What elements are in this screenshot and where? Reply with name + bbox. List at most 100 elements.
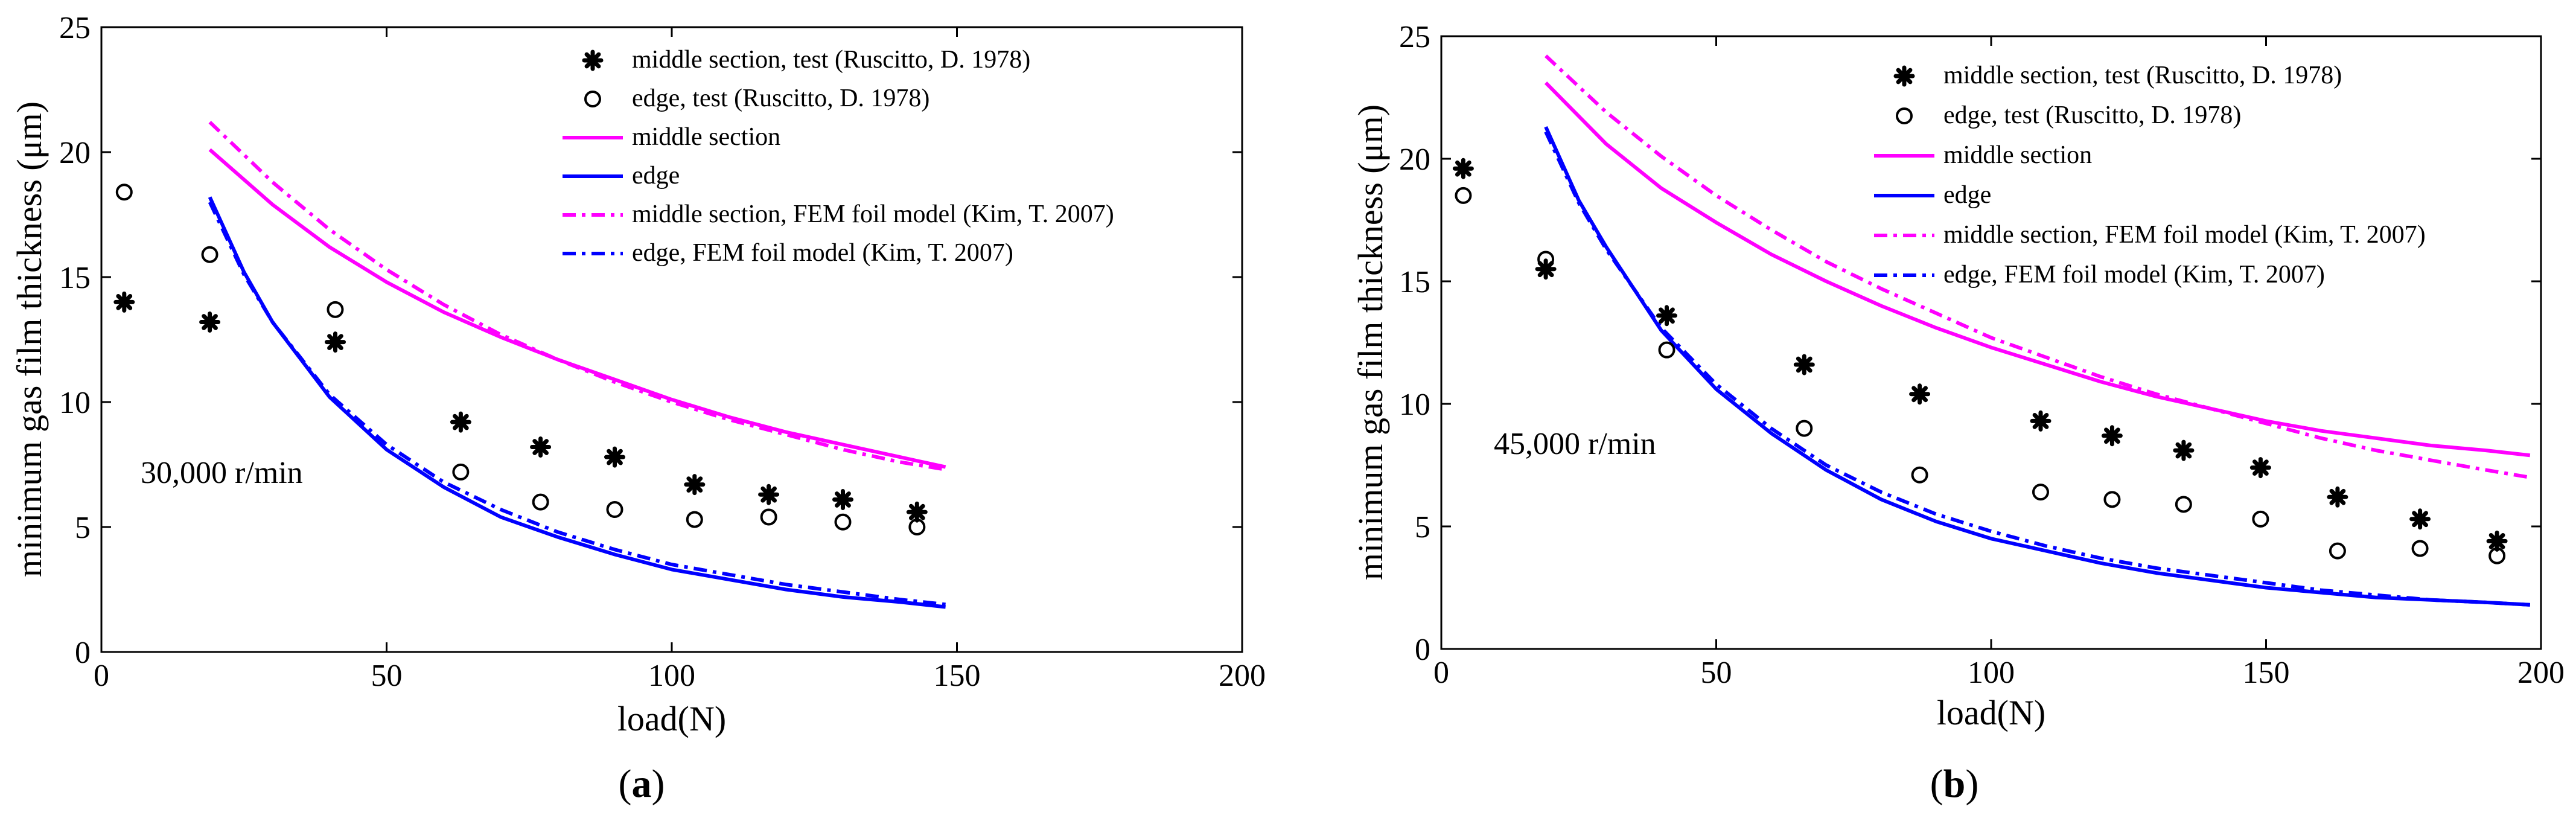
- legend-label: middle section: [632, 123, 780, 151]
- marker-star-point: [1909, 383, 1931, 405]
- legend-label: edge, FEM foil model (Kim, T. 2007): [632, 239, 1013, 267]
- legend-label: edge, test (Ruscitto, D. 1978): [1943, 101, 2241, 129]
- marker-star-point: [906, 501, 928, 523]
- marker-star-point: [1452, 158, 1474, 179]
- marker-star-point: [2486, 530, 2508, 552]
- x-tick-label: 50: [371, 659, 403, 693]
- y-tick-label: 20: [1399, 142, 1430, 177]
- marker-star-point: [1793, 354, 1815, 375]
- x-axis-label-a: load(N): [617, 699, 726, 738]
- x-tick-label: 0: [94, 659, 109, 693]
- legend-symbol-star: [582, 50, 604, 71]
- x-tick-label: 100: [648, 659, 695, 693]
- x-axis-label-b: load(N): [1937, 693, 2045, 732]
- axis-ticks-a: 0 50 100 150 200 0 5 10 15 20 25: [59, 11, 1266, 693]
- plot-area-b: [1440, 35, 2542, 650]
- marker-circle-point: [532, 493, 549, 511]
- y-tick-label: 0: [1415, 633, 1430, 667]
- legend-label: middle section, test (Ruscitto, D. 1978): [1943, 62, 2342, 89]
- y-tick-label: 5: [1415, 510, 1430, 545]
- marker-circle-point: [606, 501, 623, 519]
- x-tick-label: 0: [1433, 656, 1449, 690]
- marker-circle-point: [2175, 496, 2192, 513]
- legend-label: middle section, test (Ruscitto, D. 1978): [632, 46, 1030, 74]
- series-lines-a: [208, 121, 946, 609]
- panel-b: 0 50 100 150 200 0 5 10 15 20 25 load(N) minimum g…: [1351, 20, 2565, 806]
- panel-a: 0 50 100 150 200 0 5 10 15 20 25 load(N) minimum g…: [10, 11, 1266, 806]
- marker-circle-point: [908, 519, 926, 535]
- y-tick-label: 15: [1399, 265, 1430, 299]
- caption-a: (a): [619, 762, 665, 806]
- marker-star-point: [684, 474, 706, 496]
- x-tick-label: 200: [1219, 659, 1266, 693]
- y-tick-label: 15: [59, 261, 91, 295]
- marker-star-point: [2030, 410, 2052, 432]
- y-tick-label: 25: [59, 11, 91, 45]
- series-line-5: [1544, 131, 2530, 607]
- marker-circle-point: [2103, 491, 2121, 508]
- axis-ticks-b: 0 50 100 150 200 0 5 10 15 20 25: [1399, 20, 2565, 690]
- y-tick-label: 0: [75, 636, 91, 670]
- series-line-4: [1545, 54, 2531, 479]
- series-markers-a: [113, 184, 928, 535]
- marker-star-point: [199, 311, 221, 333]
- marker-star-point: [113, 291, 135, 313]
- legend-symbol-circle: [584, 91, 601, 107]
- marker-circle-point: [452, 463, 470, 481]
- series-line-2: [1544, 81, 2531, 458]
- series-line-4: [208, 121, 946, 471]
- y-axis-label-b: minimum gas film thickness (μm): [1351, 104, 1390, 580]
- legend-label: middle section, FEM foil model (Kim, T. …: [632, 200, 1114, 228]
- marker-star-point: [530, 436, 552, 458]
- legend-symbol-circle: [1896, 107, 1913, 124]
- marker-circle-point: [201, 246, 218, 263]
- series-line-3: [1544, 126, 2530, 607]
- marker-circle-point: [760, 508, 777, 526]
- legend-label: edge, FEM foil model (Kim, T. 2007): [1943, 261, 2325, 289]
- caption-b: (b): [1930, 762, 1979, 806]
- marker-circle-point: [1796, 420, 1813, 437]
- caption-open-b: (: [1930, 762, 1943, 806]
- marker-star-point: [758, 484, 780, 505]
- plot-area-a: [100, 26, 1243, 653]
- marker-star-point: [832, 489, 853, 510]
- marker-circle-point: [834, 513, 852, 531]
- caption-close-a: ): [652, 762, 665, 806]
- marker-circle-point: [2329, 542, 2346, 560]
- legend-label: edge, test (Ruscitto, D. 1978): [632, 85, 929, 112]
- marker-star-point: [2409, 508, 2431, 530]
- series-line-5: [208, 201, 946, 607]
- marker-circle-point: [1911, 466, 1928, 484]
- marker-circle-point: [327, 301, 344, 318]
- y-tick-label: 10: [1399, 388, 1430, 422]
- marker-star-point: [2173, 439, 2195, 461]
- marker-star-point: [2249, 457, 2271, 479]
- marker-star-point: [325, 331, 346, 353]
- marker-circle-point: [686, 511, 703, 528]
- marker-circle-point: [1455, 187, 1472, 204]
- marker-circle-point: [1658, 341, 1675, 359]
- y-tick-label: 20: [59, 136, 91, 170]
- marker-circle-point: [115, 184, 133, 201]
- y-axis-label-a: minimum gas film thickness (μm): [10, 101, 49, 577]
- legend-label: edge: [1943, 181, 1991, 209]
- marker-star-point: [604, 446, 625, 468]
- x-tick-label: 200: [2517, 656, 2565, 690]
- legend-a: middle section, test (Ruscitto, D. 1978)…: [563, 46, 1114, 267]
- marker-circle-point: [2032, 484, 2049, 501]
- y-tick-label: 25: [1399, 20, 1430, 54]
- caption-close-b: ): [1965, 762, 1978, 806]
- x-tick-label: 50: [1701, 656, 1732, 690]
- marker-circle-point: [2252, 510, 2269, 528]
- series-lines-b: [1544, 54, 2531, 607]
- legend-label: middle section, FEM foil model (Kim, T. …: [1943, 221, 2426, 249]
- marker-circle-point: [2488, 547, 2506, 564]
- marker-star-point: [1535, 258, 1557, 280]
- legend-label: edge: [632, 162, 680, 190]
- y-tick-label: 10: [59, 386, 91, 420]
- caption-open-a: (: [619, 762, 632, 806]
- marker-star-point: [2101, 425, 2123, 447]
- marker-circle-point: [1537, 251, 1555, 268]
- marker-star-point: [450, 411, 471, 433]
